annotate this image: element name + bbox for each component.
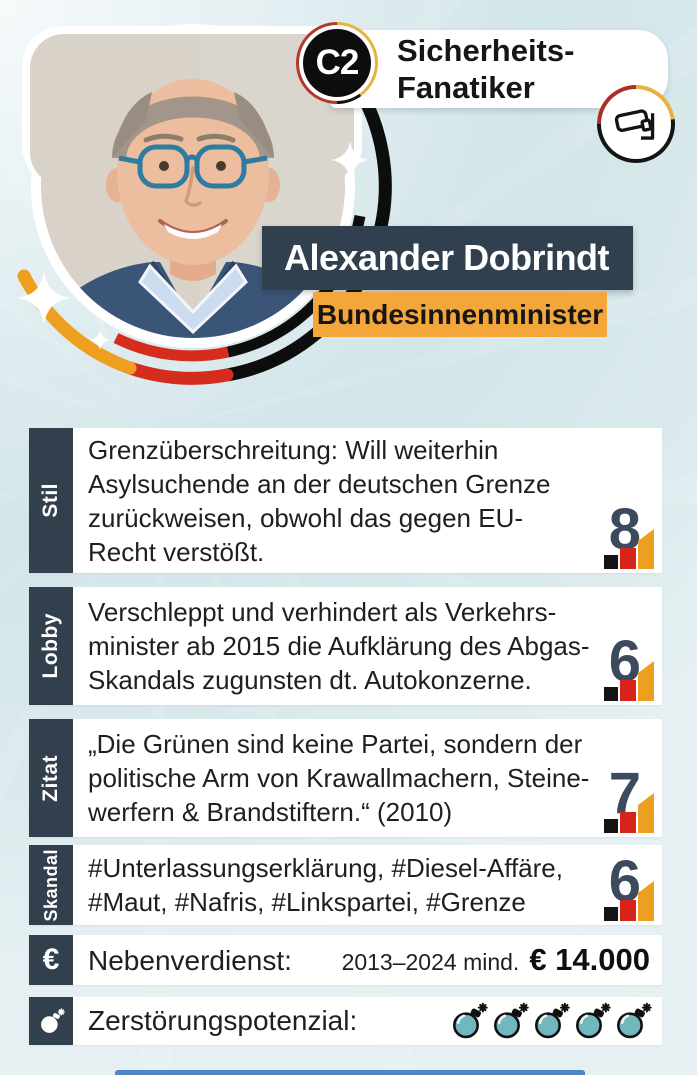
- score: 8: [596, 493, 654, 569]
- german-flag-bars-icon: [604, 529, 654, 569]
- stat-label: Stil: [29, 428, 73, 573]
- destruction-rating: [450, 1002, 652, 1040]
- card-code: C2: [315, 43, 360, 82]
- stat-label: Zitat: [29, 719, 73, 837]
- sparkle-glints: [17, 141, 369, 350]
- earnings-row: € Nebenverdienst: 2013–2024 mind. € 14.0…: [29, 935, 662, 985]
- bomb-icon: [453, 1002, 488, 1039]
- stat-text: „Die Grünen sind keine Partei, sondern d…: [88, 729, 590, 827]
- surveillance-camera-badge: [597, 85, 675, 163]
- score: 6: [596, 625, 654, 701]
- euro-icon: €: [42, 943, 60, 976]
- bomb-icon: [494, 1002, 529, 1039]
- bomb-icon: [40, 1007, 65, 1033]
- destruction-row: Zerstörungspotenzial:: [29, 997, 662, 1045]
- stat-row-skandal: Skandal #Unterlassungserklärung, #Diesel…: [29, 845, 662, 925]
- german-flag-bars-icon: [604, 881, 654, 921]
- bomb-icon: [535, 1002, 570, 1039]
- bomb-icon: [617, 1002, 652, 1039]
- earnings-amount: € 14.000: [529, 942, 650, 977]
- archetype-title: Sicherheits- Fanatiker: [397, 33, 575, 105]
- destruction-title: Zerstörungspotenzial:: [88, 1005, 358, 1036]
- stat-text: Grenzüberschreitung: Will weiterhin Asyl…: [88, 434, 551, 567]
- german-flag-bars-icon: [604, 793, 654, 833]
- stat-row-stil: Stil Grenzüberschreitung: Will weiterhin…: [29, 428, 662, 573]
- card-code-badge: C2: [296, 22, 378, 104]
- earnings-period: 2013–2024 mind.: [341, 949, 520, 975]
- german-flag-bars-icon: [604, 661, 654, 701]
- bomb-label: [29, 997, 73, 1045]
- surveillance-camera-icon: [614, 109, 655, 140]
- politician-name-banner: Alexander Dobrindt: [262, 226, 633, 290]
- score: 6: [596, 845, 654, 921]
- euro-label: €: [29, 935, 73, 985]
- stat-text: #Unterlassungserklärung, #Diesel-Affäre,…: [88, 853, 563, 917]
- role-banner: Bundesinnenminister: [313, 292, 607, 337]
- stat-row-zitat: Zitat „Die Grünen sind keine Partei, son…: [29, 719, 662, 837]
- earnings-title: Nebenverdienst:: [88, 945, 292, 976]
- stat-row-lobby: Lobby Verschleppt und verhindert als Ver…: [29, 587, 662, 705]
- role-title: Bundesinnenminister: [316, 298, 604, 330]
- next-card-edge: [115, 1070, 585, 1075]
- politician-name: Alexander Dobrindt: [284, 237, 610, 278]
- stat-label: Skandal: [29, 845, 73, 925]
- score: 7: [596, 757, 654, 833]
- stat-label: Lobby: [29, 587, 73, 705]
- glasses: [118, 144, 268, 189]
- bomb-icon: [576, 1002, 611, 1039]
- stat-text: Verschleppt und verhindert als Verkehrs-…: [88, 597, 590, 695]
